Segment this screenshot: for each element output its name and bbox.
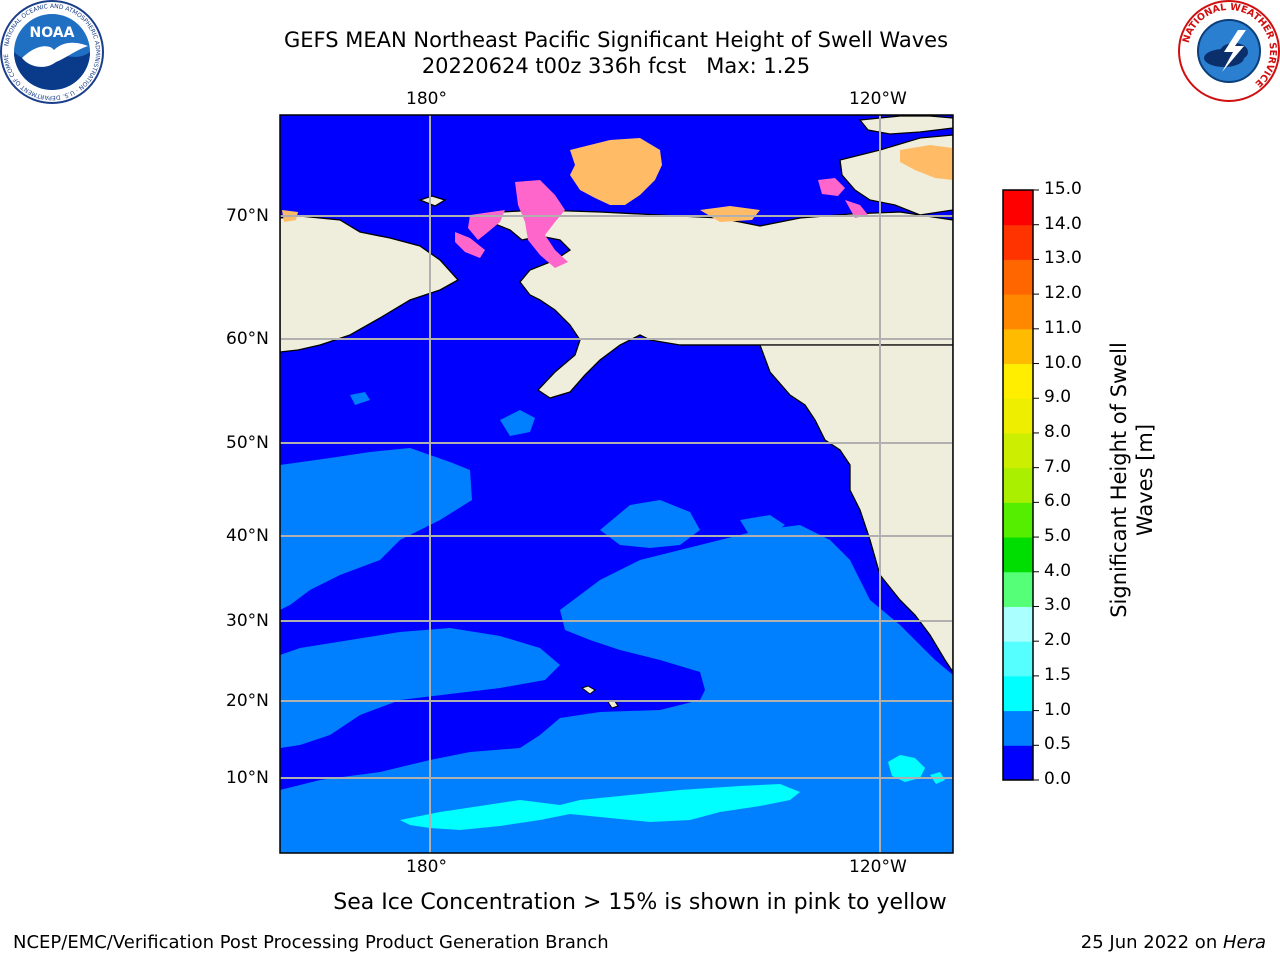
colorbar-segment bbox=[1003, 745, 1033, 781]
sea-ice-orange bbox=[700, 206, 760, 222]
lat-label-30n: 30°N bbox=[226, 611, 269, 631]
land-mass bbox=[469, 209, 953, 399]
lat-label-50n: 50°N bbox=[226, 433, 269, 453]
lon-label-bottom-180: 180° bbox=[406, 857, 447, 877]
colorbar-title-line-1: Significant Height of Swell bbox=[1107, 342, 1131, 618]
colorbar-segment bbox=[1003, 432, 1033, 469]
national-weather-service-logo: NATIONAL WEATHER SERVICE bbox=[1178, 0, 1280, 102]
colorbar-segment bbox=[1003, 606, 1033, 642]
title-line-2: 20220624 t00z 336h fcst Max: 1.25 bbox=[421, 54, 811, 78]
lat-label-40n: 40°N bbox=[226, 526, 269, 546]
sea-ice-pink bbox=[468, 210, 505, 240]
lon-label-top-120w: 120°W bbox=[849, 89, 907, 109]
colorbar-tick-label: 10.0 bbox=[1044, 352, 1082, 373]
colorbar-tick-label: 7.0 bbox=[1044, 456, 1072, 477]
noaa-center-text: NOAA bbox=[30, 25, 75, 41]
colorbar-segment bbox=[1003, 710, 1033, 746]
colorbar-tick-label: 14.0 bbox=[1044, 213, 1082, 234]
sea-ice-note: Sea Ice Concentration > 15% is shown in … bbox=[333, 890, 947, 915]
land-mass bbox=[680, 344, 953, 674]
colorbar-segment bbox=[1003, 328, 1033, 365]
land-mass bbox=[280, 215, 460, 353]
colorbar-tick-label: 1.5 bbox=[1044, 664, 1072, 685]
lat-label-70n: 70°N bbox=[226, 206, 269, 226]
swell-1-1.5m-region bbox=[400, 784, 800, 830]
colorbar-tick-label: 0.0 bbox=[1044, 769, 1072, 789]
colorbar-tick-label: 4.0 bbox=[1044, 560, 1072, 581]
footer-host: Hera bbox=[1222, 932, 1266, 953]
lon-label-bottom-120w: 120°W bbox=[849, 857, 907, 877]
colorbar-segment bbox=[1003, 294, 1033, 330]
colorbar-tick-label: 5.0 bbox=[1044, 526, 1072, 547]
sea-ice-pink bbox=[845, 200, 868, 218]
colorbar-segment bbox=[1003, 641, 1033, 677]
title-line-1: GEFS MEAN Northeast Pacific Significant … bbox=[283, 28, 949, 52]
colorbar-segment bbox=[1003, 537, 1033, 573]
colorbar-segment bbox=[1003, 224, 1033, 260]
swell-0.5-1m-region bbox=[280, 448, 472, 610]
lat-label-10n: 10°N bbox=[226, 768, 269, 788]
sea-ice-pink bbox=[455, 232, 485, 258]
colorbar-tick-label: 13.0 bbox=[1044, 248, 1082, 269]
footer-credit: NCEP/EMC/Verification Post Processing Pr… bbox=[13, 932, 609, 953]
lat-label-20n: 20°N bbox=[226, 691, 269, 711]
sea-ice-pink bbox=[515, 180, 568, 268]
colorbar-tick-label: 0.5 bbox=[1044, 734, 1072, 755]
swell-0.5-1m-region bbox=[280, 525, 953, 853]
colorbar-tick-label: 12.0 bbox=[1044, 283, 1082, 304]
colorbar-tick-label: 9.0 bbox=[1044, 387, 1072, 408]
colorbar-title-line-2: Waves [m] bbox=[1133, 424, 1157, 536]
colorbar-tick-label: 1.0 bbox=[1044, 699, 1072, 720]
chart-title: GEFS MEAN Northeast Pacific Significant … bbox=[216, 27, 1016, 79]
colorbar-tick-label: 3.0 bbox=[1044, 595, 1072, 616]
lat-label-60n: 60°N bbox=[226, 329, 269, 349]
noaa-logo: NATIONAL OCEANIC AND ATMOSPHERIC ADMINIS… bbox=[0, 0, 104, 104]
colorbar-tick-label: 2.0 bbox=[1044, 630, 1072, 651]
hawaii-island bbox=[580, 685, 596, 695]
colorbar-tick-label: 11.0 bbox=[1044, 317, 1082, 338]
sea-ice-orange bbox=[900, 145, 953, 180]
colorbar-segment bbox=[1003, 571, 1033, 607]
colorbar-segment bbox=[1003, 190, 1033, 226]
colorbar-segment bbox=[1003, 363, 1033, 399]
sea-ice-pink bbox=[818, 178, 845, 196]
swell-0.5-1m-region bbox=[280, 628, 560, 748]
colorbar-title: Significant Height of Swell Waves [m] bbox=[1107, 342, 1157, 618]
colorbar-tick-label: 8.0 bbox=[1044, 421, 1072, 442]
colorbar-segment bbox=[1003, 502, 1033, 538]
footer-date: 25 Jun 2022 on Hera bbox=[1081, 932, 1266, 953]
colorbar-segment bbox=[1003, 398, 1033, 434]
colorbar-segment bbox=[1003, 467, 1033, 503]
lon-label-top-180: 180° bbox=[406, 89, 447, 109]
colorbar-segment bbox=[1003, 259, 1033, 295]
colorbar-tick-label: 6.0 bbox=[1044, 491, 1072, 512]
footer-date-text: 25 Jun 2022 on bbox=[1080, 932, 1223, 953]
colorbar-tick-label: 15.0 bbox=[1044, 179, 1082, 199]
colorbar-frame bbox=[1002, 189, 1034, 781]
swell-0.5-1m-region bbox=[350, 392, 370, 405]
colorbar-segment bbox=[1003, 675, 1033, 712]
swell-0.5-1m-region bbox=[740, 515, 785, 535]
map-frame bbox=[279, 114, 954, 854]
swell-0.5-1m-region bbox=[500, 410, 535, 436]
land-mass bbox=[858, 115, 953, 135]
swell-1-1.5m-region bbox=[888, 755, 925, 782]
sea-ice-orange bbox=[570, 138, 662, 205]
